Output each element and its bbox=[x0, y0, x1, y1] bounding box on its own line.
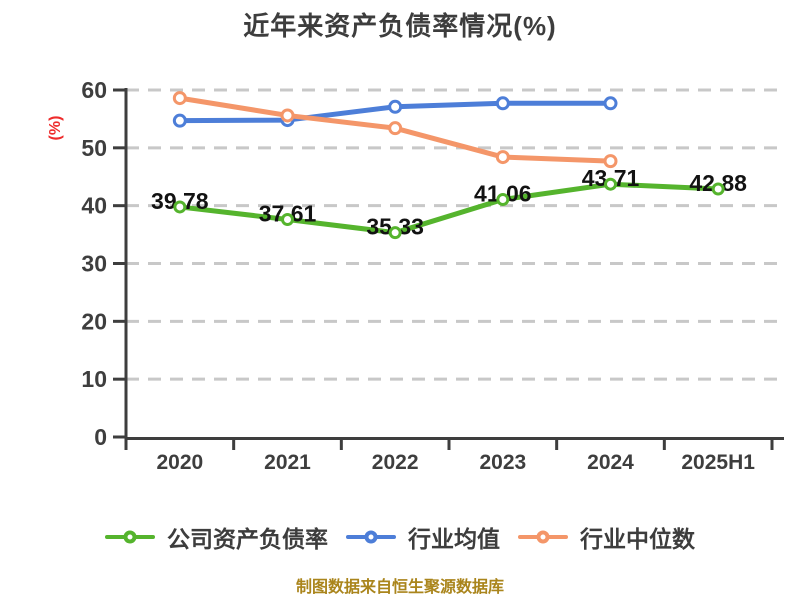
y-axis-unit-label: (%) bbox=[47, 116, 64, 141]
legend-marker-industry-median-icon bbox=[518, 526, 568, 548]
legend-item-industry-mean: 行业均值 bbox=[346, 520, 500, 554]
chart-footer-source: 制图数据来自恒生聚源数据库 bbox=[295, 579, 504, 596]
point-labels: 39.7837.6135.3341.0643.7142.88 bbox=[151, 165, 747, 239]
series-markers bbox=[172, 91, 618, 169]
y-tick-label: 0 bbox=[94, 424, 107, 450]
chart-legend: 公司资产负债率 行业均值 行业中位数 bbox=[0, 517, 800, 557]
series-行业中位数 bbox=[172, 91, 618, 169]
y-tick-label: 50 bbox=[81, 135, 107, 161]
x-tick-label: 2020 bbox=[156, 451, 203, 474]
data-point-marker bbox=[603, 96, 618, 111]
legend-label-industry-median: 行业中位数 bbox=[580, 526, 695, 552]
y-tick-labels: 0 10 20 30 40 50 60 bbox=[81, 77, 107, 450]
x-tick-label: 2021 bbox=[264, 451, 311, 474]
x-tick-label: 2022 bbox=[372, 451, 419, 474]
series-公司资产负债率: 39.7837.6135.3341.0643.7142.88 bbox=[151, 165, 747, 239]
data-point-marker bbox=[603, 154, 618, 169]
data-point-marker bbox=[172, 113, 187, 128]
series-markers bbox=[172, 96, 618, 128]
legend-dot-icon bbox=[123, 530, 137, 544]
y-tick-label: 10 bbox=[81, 366, 107, 392]
gridlines bbox=[126, 88, 783, 381]
data-point-marker bbox=[496, 193, 510, 207]
legend-marker-industry-mean-icon bbox=[346, 526, 396, 548]
legend-item-industry-median: 行业中位数 bbox=[518, 520, 695, 554]
chart-plot-area: 0 10 20 30 40 50 60 2020 2021 2022 2023 2024 2025H1 (… bbox=[47, 77, 784, 474]
axes bbox=[113, 88, 784, 450]
data-point-marker bbox=[172, 91, 187, 106]
legend-marker-company-ratio-icon bbox=[105, 526, 155, 548]
data-point-marker bbox=[280, 108, 295, 123]
legend-label-company-ratio: 公司资产负债率 bbox=[167, 526, 328, 552]
legend-dot-icon bbox=[364, 530, 378, 544]
x-tick-labels: 2020 2021 2022 2023 2024 2025H1 bbox=[156, 451, 755, 474]
data-point-marker bbox=[173, 200, 187, 214]
y-tick-label: 40 bbox=[81, 193, 107, 219]
data-point-marker bbox=[281, 212, 294, 226]
y-tick-label: 30 bbox=[81, 251, 107, 277]
data-point-marker bbox=[495, 150, 510, 165]
y-tick-label: 60 bbox=[81, 77, 107, 103]
data-point-marker bbox=[495, 96, 510, 111]
data-point-marker bbox=[604, 177, 617, 191]
series-行业均值 bbox=[172, 96, 618, 128]
x-tick-label: 2024 bbox=[587, 451, 634, 474]
series-line bbox=[177, 181, 721, 236]
legend-item-company-ratio: 公司资产负债率 bbox=[105, 520, 328, 554]
y-tick-label: 20 bbox=[81, 308, 107, 334]
legend-label-industry-mean: 行业均值 bbox=[408, 526, 500, 552]
data-point-marker bbox=[711, 182, 725, 196]
data-point-marker bbox=[388, 121, 403, 136]
x-tick-label: 2025H1 bbox=[681, 451, 755, 474]
data-point-marker bbox=[388, 99, 403, 114]
x-tick-label: 2023 bbox=[479, 451, 526, 474]
chart-title: 近年来资产负债率情况(%) bbox=[243, 11, 557, 41]
series-markers bbox=[173, 177, 725, 240]
data-point-marker bbox=[388, 226, 402, 240]
legend-dot-icon bbox=[536, 530, 550, 544]
